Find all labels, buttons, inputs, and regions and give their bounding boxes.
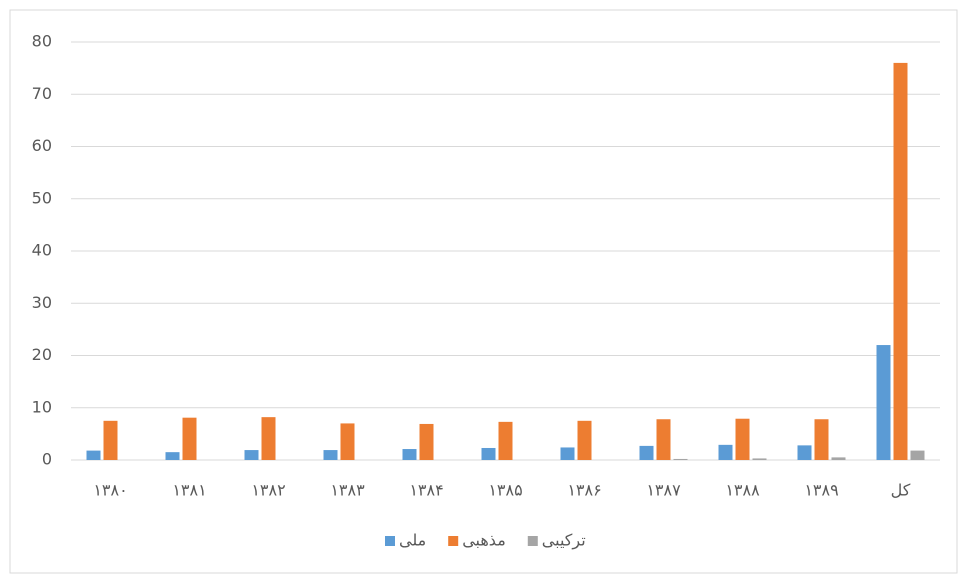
x-tick-label: ۱۳۸۱ [172,481,206,500]
legend-label: مذهبی [462,531,506,550]
chart: 0 10 20 30 40 50 60 70 80 ۱۳۸۰ ۱۳۸۱ ۱۳۸۲ ۱۳۸۳ ۱۳۸۴ ۱۳۸… [0,0,958,574]
bar [561,447,575,460]
y-tick-label: 40 [32,241,52,260]
bar [798,445,812,460]
x-tick-label: ۱۳۸۰ [93,481,127,500]
bar [911,451,925,460]
bar [736,419,750,460]
bar [877,345,891,460]
x-tick-label: ۱۳۸۳ [330,481,365,500]
bar [640,446,654,460]
bar [894,63,908,460]
y-tick-label: 60 [32,136,52,155]
y-tick-label: 0 [42,450,52,469]
x-tick-label: ۱۳۸۵ [488,481,522,500]
legend-swatch [448,536,458,546]
bar [420,424,434,460]
page: {"chart_data": {"type": "bar", "categori… [0,0,958,574]
y-tick-label: 10 [32,397,52,416]
bar [482,448,496,460]
bar [403,449,417,460]
x-tick-label: ۱۳۸۶ [567,481,601,500]
legend-label: ملی [399,531,426,550]
bar [499,422,513,460]
legend-swatch [385,536,395,546]
bar [719,445,733,460]
bar [104,421,118,460]
x-tick-label: ۱۳۸۷ [646,481,681,500]
bar [87,451,101,460]
bar [674,459,688,460]
bar [245,450,259,460]
y-tick-label: 70 [32,84,52,103]
legend-swatch [528,536,538,546]
bar [578,421,592,460]
x-tick-label: ۱۳۸۹ [804,481,838,500]
x-tick-label: ۱۳۸۸ [725,481,760,500]
y-tick-label: 80 [32,32,52,51]
bar [753,458,767,460]
x-tick-label: کل [891,481,911,500]
bar [183,418,197,460]
x-tick-label: ۱۳۸۲ [251,481,285,500]
bar [341,423,355,460]
bar [657,419,671,460]
bar [262,417,276,460]
y-tick-label: 20 [32,345,52,364]
x-tick-label: ۱۳۸۴ [409,481,443,500]
bar [324,450,338,460]
legend-label: ترکیبی [542,531,586,551]
y-tick-label: 50 [32,188,52,207]
bar [166,452,180,460]
y-tick-label: 30 [32,293,52,312]
bar [832,457,846,460]
bar [815,419,829,460]
